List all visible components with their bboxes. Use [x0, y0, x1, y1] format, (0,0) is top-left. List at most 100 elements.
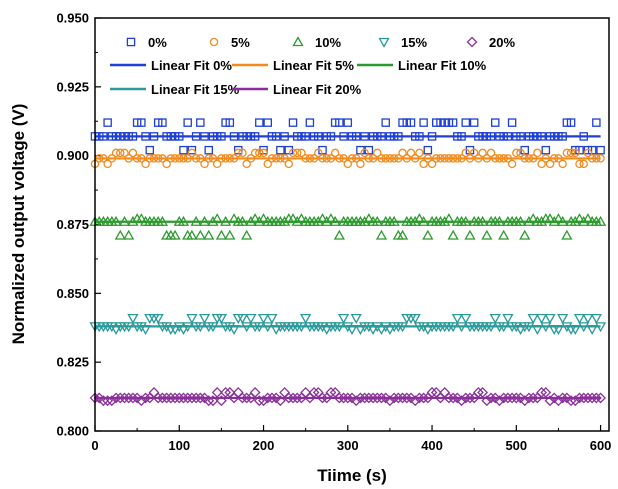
- data-point: [262, 392, 274, 404]
- legend-fit-label: Linear Fit 10%: [398, 58, 487, 73]
- data-point: [322, 154, 331, 163]
- data-point: [371, 215, 383, 226]
- data-point: [123, 392, 135, 404]
- data-point: [182, 392, 194, 404]
- data-point: [196, 118, 205, 127]
- data-point: [204, 154, 214, 163]
- data-point: [186, 313, 198, 324]
- data-point: [135, 322, 147, 333]
- data-point: [135, 395, 147, 407]
- data-point: [99, 132, 108, 141]
- data-point: [516, 132, 525, 141]
- data-point: [380, 392, 392, 404]
- data-point: [498, 229, 510, 240]
- data-point: [224, 229, 236, 240]
- data-point: [373, 148, 382, 158]
- data-point: [257, 213, 270, 224]
- data-point: [225, 154, 235, 163]
- data-point: [427, 132, 437, 141]
- data-point: [447, 392, 459, 404]
- legend-marker: [126, 37, 136, 47]
- data-point: [169, 392, 181, 404]
- data-point: [558, 132, 567, 141]
- x-axis-ticks: 0 100 200 300 400 500 600: [91, 425, 611, 453]
- data-point: [215, 313, 228, 324]
- data-point: [351, 132, 361, 141]
- data-point: [99, 154, 108, 163]
- data-point: [413, 213, 426, 224]
- data-point: [465, 145, 475, 155]
- data-point: [396, 229, 409, 240]
- data-point: [301, 132, 310, 141]
- data-point: [103, 159, 112, 169]
- data-point: [198, 313, 211, 324]
- data-point: [422, 229, 434, 240]
- data-point: [503, 132, 513, 141]
- data-point: [582, 392, 594, 404]
- data-point: [139, 324, 152, 335]
- data-point: [587, 154, 597, 163]
- data-point: [548, 392, 560, 404]
- data-point: [590, 313, 602, 324]
- data-point: [255, 118, 264, 127]
- data-point: [523, 215, 535, 226]
- data-point: [472, 387, 484, 398]
- data-point: [321, 215, 333, 226]
- data-point: [203, 395, 215, 407]
- data-point: [422, 324, 434, 335]
- data-point: [131, 392, 143, 404]
- data-point: [271, 132, 281, 141]
- data-point: [451, 392, 463, 404]
- data-point: [423, 145, 433, 155]
- data-point: [288, 118, 298, 127]
- data-point: [596, 145, 605, 155]
- data-point: [330, 148, 340, 158]
- data-point: [544, 395, 556, 407]
- data-point: [271, 154, 281, 163]
- data-point: [406, 148, 416, 158]
- data-point: [128, 148, 138, 158]
- data-point: [565, 395, 577, 407]
- data-point: [520, 145, 529, 155]
- data-point: [368, 154, 378, 163]
- data-point: [123, 229, 135, 240]
- y-tick-label: 0.900: [56, 148, 89, 163]
- data-point: [287, 213, 299, 224]
- data-point: [182, 322, 194, 333]
- data-point: [229, 154, 239, 163]
- data-point: [482, 154, 492, 163]
- data-point: [363, 213, 375, 224]
- data-point: [237, 392, 248, 404]
- data-point: [409, 395, 421, 407]
- data-point: [498, 322, 510, 333]
- data-point: [569, 215, 581, 226]
- data-point: [93, 392, 105, 404]
- data-point: [333, 229, 345, 240]
- data-point: [118, 215, 131, 226]
- data-point: [453, 154, 462, 163]
- data-point: [177, 324, 190, 335]
- data-point: [486, 132, 496, 141]
- data-point: [544, 213, 556, 224]
- x-tick-label: 400: [421, 438, 443, 453]
- data-point: [308, 387, 320, 398]
- data-point: [406, 118, 416, 127]
- legend: 0% 5% 10% 15% 20% Linear Fit 0% Linear Fit 5% L…: [110, 35, 515, 97]
- data-point: [280, 154, 289, 163]
- data-point: [338, 392, 349, 404]
- data-point: [460, 313, 472, 324]
- data-point: [305, 154, 315, 163]
- data-point: [335, 118, 344, 127]
- data-point: [405, 392, 417, 404]
- data-point: [225, 118, 235, 127]
- data-point: [443, 213, 455, 224]
- data-point: [377, 154, 386, 163]
- legend-marker: [378, 37, 390, 48]
- data-point: [596, 154, 605, 163]
- data-point: [375, 324, 388, 335]
- data-point: [536, 387, 548, 398]
- data-point: [199, 392, 210, 404]
- data-point: [384, 324, 396, 335]
- data-point: [561, 392, 573, 404]
- data-point: [253, 322, 265, 333]
